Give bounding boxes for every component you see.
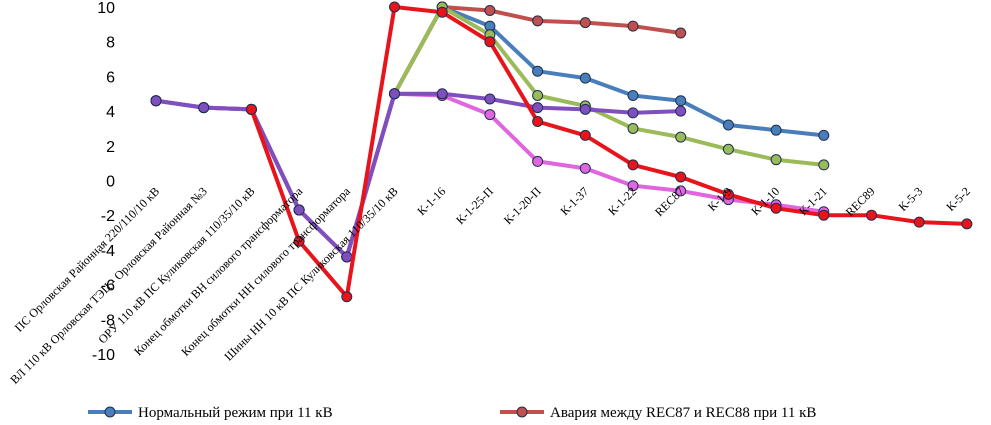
y-tick-label: -4	[101, 243, 115, 260]
data-point	[484, 109, 496, 121]
data-point	[913, 216, 925, 228]
series-layer	[150, 1, 973, 303]
y-axis-ticks: 10 8 6 4 2 0 -2 -4 -6 -8 -10	[92, 0, 115, 364]
legend-swatch-marker	[516, 406, 528, 418]
data-point	[675, 131, 687, 143]
data-point	[866, 209, 877, 221]
data-point	[484, 36, 496, 48]
x-tick-label: К-5-3	[896, 184, 926, 214]
data-point	[579, 72, 591, 84]
data-point	[150, 95, 162, 107]
y-tick-label: 10	[97, 0, 115, 17]
legend: Нормальный режим при 11 кВ Авария между R…	[88, 405, 816, 421]
data-point	[341, 251, 353, 263]
data-point	[770, 202, 782, 214]
data-point	[293, 204, 305, 216]
data-point	[532, 116, 544, 128]
x-tick-label: К-1-25-П	[453, 184, 496, 227]
x-tick-label: К-1-16	[414, 184, 448, 218]
series-4	[150, 88, 687, 263]
legend-label: Авария между REC87 и REC88 при 11 кВ	[550, 405, 816, 421]
data-point	[675, 171, 687, 183]
data-point	[627, 89, 639, 101]
data-point	[627, 180, 639, 192]
data-point	[961, 218, 973, 230]
data-point	[532, 89, 544, 101]
data-point	[722, 188, 734, 200]
data-point	[436, 6, 448, 18]
data-point	[722, 143, 734, 155]
data-point	[627, 107, 639, 119]
data-point	[818, 129, 830, 141]
data-point	[818, 209, 830, 221]
legend-item: Нормальный режим при 11 кВ	[88, 405, 333, 421]
legend-swatch-marker	[104, 406, 116, 418]
data-point	[579, 162, 591, 174]
data-point	[532, 15, 544, 27]
data-point	[579, 103, 591, 115]
data-point	[532, 65, 544, 77]
x-tick-label: Шины НН 10 кВ ПС Куликовская 110/35/10 к…	[221, 184, 400, 363]
x-tick-label: К-5-2	[943, 184, 973, 214]
data-point	[484, 93, 496, 105]
data-point	[770, 154, 782, 166]
series-line	[154, 91, 683, 259]
data-point	[675, 105, 687, 117]
data-point	[245, 103, 257, 115]
data-point	[198, 102, 210, 114]
data-point	[389, 1, 400, 13]
legend-item: Авария между REC87 и REC88 при 11 кВ	[500, 405, 816, 421]
x-tick-label: К-1-22	[605, 184, 639, 218]
legend-label: Нормальный режим при 11 кВ	[138, 405, 333, 421]
data-point	[341, 291, 353, 303]
data-point	[532, 102, 544, 114]
data-point	[389, 88, 400, 100]
y-tick-label: -2	[101, 208, 115, 225]
data-point	[579, 17, 591, 29]
data-point	[675, 185, 687, 197]
series-1	[150, 1, 687, 263]
data-point	[627, 122, 639, 134]
series-line	[249, 5, 969, 299]
data-point	[627, 20, 639, 32]
series-line	[154, 5, 683, 259]
data-point	[293, 235, 305, 247]
y-tick-label: -8	[101, 312, 115, 329]
data-point	[579, 129, 591, 141]
y-tick-label: 8	[106, 35, 115, 52]
y-tick-label: -10	[92, 347, 115, 364]
data-point	[532, 155, 544, 167]
y-tick-label: 2	[106, 139, 115, 156]
y-tick-label: -6	[101, 278, 115, 295]
data-point	[484, 4, 496, 16]
data-point	[675, 95, 687, 107]
data-point	[818, 159, 830, 171]
y-tick-label: 4	[106, 104, 115, 121]
x-tick-label: К-1-20-П	[501, 184, 544, 227]
y-tick-label: 6	[106, 69, 115, 86]
data-point	[675, 27, 687, 39]
data-point	[627, 159, 639, 171]
series-5	[245, 1, 973, 303]
data-point	[722, 119, 734, 131]
data-point	[436, 88, 448, 100]
x-tick-label: К-1-37	[557, 184, 591, 218]
x-tick-label: Конец обмотки ВН силового трансформатора	[131, 184, 306, 359]
data-point	[770, 124, 782, 136]
y-tick-label: 0	[106, 174, 115, 191]
